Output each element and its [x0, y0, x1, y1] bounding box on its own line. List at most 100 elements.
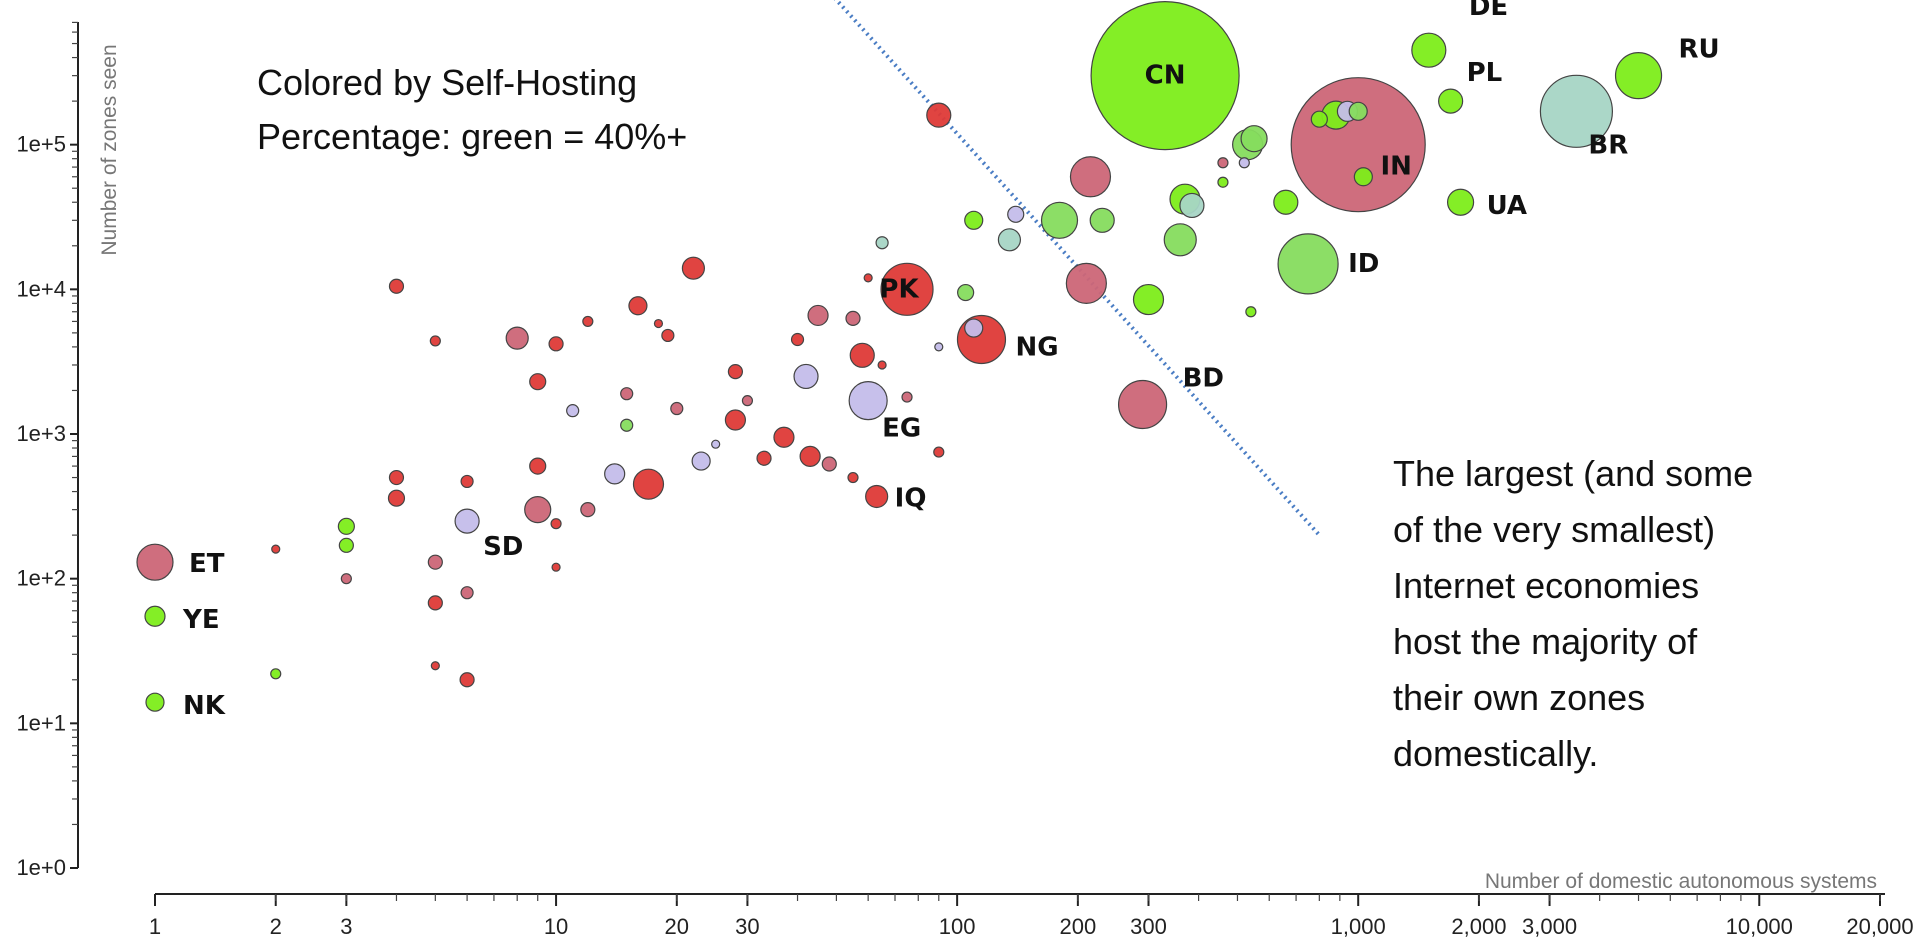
legend-line-1: Colored by Self-Hosting	[257, 62, 637, 103]
data-point	[427, 554, 443, 570]
country-labels: CN IN DE PL RU BR UA ID PK NG BD EG IQ SD ET YE NK	[182, 0, 1720, 721]
x-tick-label: 300	[1130, 914, 1167, 939]
label-ye: YE	[182, 605, 220, 635]
data-point	[934, 342, 944, 352]
data-point	[620, 418, 634, 432]
point-id	[1277, 233, 1339, 295]
data-point	[863, 273, 873, 283]
label-ru: RU	[1679, 35, 1720, 65]
data-point	[964, 318, 984, 338]
data-point	[997, 228, 1022, 252]
data-point	[1273, 189, 1299, 215]
data-point	[875, 236, 889, 250]
data-point	[711, 439, 721, 449]
point-ua	[1446, 188, 1475, 216]
x-tick-label: 2	[270, 914, 282, 939]
data-point	[270, 668, 282, 680]
data-point	[429, 335, 441, 347]
data-point	[1069, 156, 1112, 198]
data-point	[340, 573, 352, 585]
data-point	[670, 401, 684, 416]
x-tick-label: 20,000	[1846, 914, 1913, 939]
point-in	[1290, 77, 1426, 213]
x-tick-label: 1	[149, 914, 161, 939]
data-point	[1217, 176, 1229, 188]
data-point	[845, 310, 861, 326]
label-br: BR	[1588, 130, 1628, 160]
data-point	[271, 544, 281, 554]
data-point	[807, 304, 829, 327]
label-pl: PL	[1467, 58, 1503, 88]
data-point	[529, 373, 547, 391]
data-point	[877, 360, 887, 370]
note-line-2: of the very smallest)	[1393, 509, 1715, 550]
data-point	[741, 395, 754, 407]
data-point	[773, 426, 795, 448]
data-point	[388, 278, 405, 294]
data-point	[388, 469, 405, 486]
point-pl	[1438, 88, 1464, 114]
note-line-4: host the majority of	[1393, 621, 1698, 662]
data-points	[136, 1, 1663, 712]
data-point	[1353, 167, 1373, 187]
y-tick-label: 1e+0	[16, 855, 66, 880]
x-tick-label: 10,000	[1726, 914, 1793, 939]
y-axis-title: Number of zones seen	[98, 44, 121, 255]
data-point	[1163, 223, 1197, 257]
data-point	[337, 517, 355, 535]
label-et: ET	[189, 549, 225, 579]
data-point	[799, 445, 821, 468]
data-point	[957, 283, 975, 302]
point-de	[1411, 32, 1447, 68]
label-bd: BD	[1183, 363, 1224, 393]
x-tick-label: 200	[1060, 914, 1097, 939]
data-point	[604, 463, 626, 485]
x-axis-title: Number of domestic autonomous systems	[1485, 870, 1877, 893]
note-line-6: domestically.	[1393, 733, 1598, 774]
x-tick-label: 20	[665, 914, 689, 939]
data-point	[459, 672, 475, 688]
y-tick-label: 1e+1	[16, 710, 66, 735]
data-point	[580, 502, 596, 518]
label-cn: CN	[1145, 61, 1186, 91]
data-point	[524, 496, 552, 524]
label-id: ID	[1348, 249, 1379, 279]
x-tick-label: 1,000	[1331, 914, 1386, 939]
data-point	[387, 489, 406, 507]
data-point	[926, 102, 952, 128]
data-point	[1179, 192, 1205, 219]
data-point	[727, 363, 744, 380]
data-point	[681, 256, 706, 280]
data-point	[460, 474, 474, 489]
label-iq: IQ	[895, 483, 927, 513]
point-ru	[1614, 52, 1663, 100]
x-tick-label: 3,000	[1522, 914, 1577, 939]
label-nk: NK	[183, 691, 226, 721]
point-eg	[848, 381, 888, 421]
label-in: IN	[1380, 152, 1411, 182]
data-point	[1348, 101, 1368, 121]
point-bd	[1117, 379, 1168, 430]
data-point	[793, 363, 819, 390]
data-point	[551, 562, 561, 572]
data-point	[1065, 262, 1107, 304]
note-line-5: their own zones	[1393, 677, 1645, 718]
x-tick-label: 3	[340, 914, 352, 939]
data-point	[849, 342, 875, 368]
x-tick-label: 2,000	[1451, 914, 1506, 939]
data-point	[1089, 207, 1115, 233]
x-tick-label: 30	[735, 914, 759, 939]
axes: 1 2 3 10 20 30 100 200 300 1,000 2,000 3,000 10,000 2…	[16, 21, 1914, 939]
data-point	[550, 518, 562, 530]
point-sd	[454, 508, 480, 534]
label-de: DE	[1469, 0, 1508, 22]
data-point	[724, 409, 747, 431]
data-point	[1132, 283, 1165, 316]
label-eg: EG	[882, 414, 921, 444]
y-tick-label: 1e+5	[16, 132, 66, 157]
y-tick-label: 1e+4	[16, 276, 66, 301]
label-pk: PK	[879, 274, 919, 304]
data-point	[430, 661, 440, 671]
label-ua: UA	[1487, 191, 1527, 221]
